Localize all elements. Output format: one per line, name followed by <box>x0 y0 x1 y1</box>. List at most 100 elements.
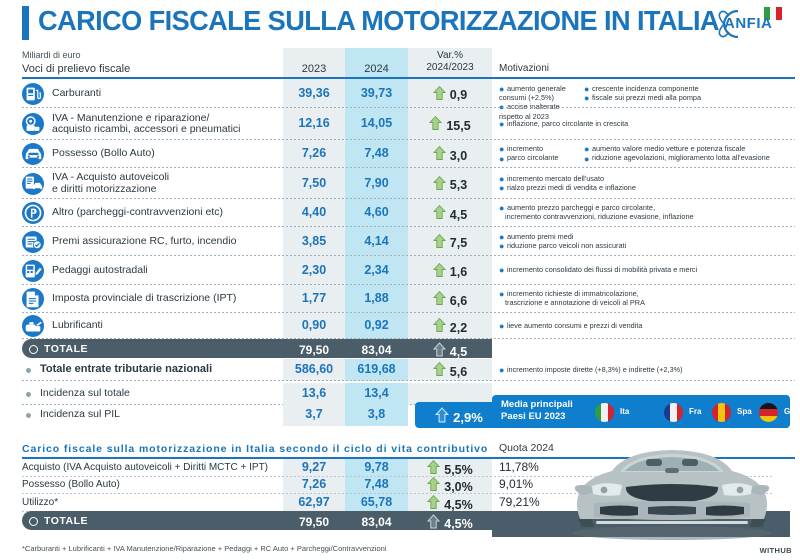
bottom-total-bullet-ring <box>29 517 38 526</box>
italy-flag-icon <box>764 7 782 20</box>
bottom-col-var-bg <box>408 459 492 511</box>
row-variation-value: 6,6 <box>449 293 468 308</box>
bullet-dot <box>26 367 31 373</box>
row-label: Lubrificanti <box>52 319 103 331</box>
row-separator <box>22 404 492 405</box>
row-motivazioni-left: ●aumento generale consumi (+2,5%)●accise… <box>499 83 566 121</box>
france-flag-icon <box>664 403 683 422</box>
total-2023: 79,50 <box>298 343 330 357</box>
parking-icon <box>22 202 44 224</box>
bottom-value-2024: 7,48 <box>364 477 389 491</box>
title-accent-bar <box>22 6 29 40</box>
bottom-row-separator <box>22 476 772 477</box>
extra-col-var-bg <box>408 383 492 405</box>
bottom-row-label: Possesso (Bollo Auto) <box>22 479 120 490</box>
bottom-value-2024: 65,78 <box>360 495 393 509</box>
gear-repair-icon <box>22 113 44 135</box>
page-header: CARICO FISCALE SULLA MOTORIZZAZIONE IN I… <box>0 0 800 48</box>
row-value-2024: 7,48 <box>364 146 389 160</box>
row-variation: 5,3 <box>408 175 492 196</box>
row-value-2023: 1,77 <box>301 291 327 305</box>
row-value-2024: 7,90 <box>364 175 389 190</box>
col-header-2024: 2024 <box>364 63 389 75</box>
total-var: 4,5 <box>408 342 492 362</box>
row-motivazioni: ● aumento prezzo parcheggi e parco circol… <box>499 203 694 222</box>
row-separator <box>22 338 795 339</box>
fuel-pump-icon <box>22 82 44 105</box>
row-separator <box>22 107 795 108</box>
total-2024: 83,04 <box>361 343 392 357</box>
bottom-total-var: 4,5% <box>408 514 492 534</box>
bullet-dot <box>26 391 31 397</box>
row-separator <box>22 139 795 140</box>
arrow-up-icon <box>432 290 446 311</box>
arrow-up-icon <box>432 317 446 338</box>
total-label: TOTALE <box>44 343 89 355</box>
row-label: Pedaggi autostradali <box>52 263 148 276</box>
car-purchase-icon <box>22 172 44 195</box>
extra-row-label: Totale entrate tributarie nazionali <box>40 363 213 375</box>
row-value-2023: 0,90 <box>301 318 327 332</box>
arrow-up-icon <box>432 262 446 283</box>
bottom-total-row-bg <box>22 511 492 530</box>
bottom-value-2023: 9,27 <box>301 460 327 474</box>
row-value-2024: 2,34 <box>364 262 389 277</box>
bottom-row-variation-value: 5,5% <box>444 462 473 477</box>
bottom-row-quota: 79,21% <box>499 495 540 509</box>
row-separator <box>22 284 795 285</box>
row-separator <box>22 198 795 199</box>
header-underline <box>22 77 795 79</box>
total-row-bg <box>22 339 492 358</box>
insurance-icon <box>22 230 44 253</box>
row-value-2024: 1,88 <box>364 291 389 305</box>
arrow-up-icon <box>435 407 450 428</box>
bottom-row-variation: 3,0% <box>408 476 492 497</box>
bottom-row-variation: 5,5% <box>408 459 492 480</box>
row-value-2024: 0,92 <box>364 318 389 332</box>
document-icon <box>22 288 44 310</box>
bottom-row-variation-value: 3,0% <box>444 479 473 494</box>
row-variation-value: 15,5 <box>446 118 471 133</box>
extra-value-2024: 619,68 <box>357 362 396 376</box>
row-variation-value: 7,5 <box>449 236 468 250</box>
arrow-up-icon <box>432 342 446 362</box>
car-front-icon <box>22 143 44 165</box>
extra-row-variation-value: 5,6 <box>449 364 468 379</box>
row-variation: 1,6 <box>408 262 492 283</box>
row-motivazioni: ● incremento richieste di immatricolazion… <box>499 289 645 308</box>
row-separator <box>22 226 795 227</box>
eu-banner-title-line2: Paesi EU 2023 <box>501 411 566 422</box>
row-label: IVA - Manutenzione e riparazione/acquist… <box>52 111 241 135</box>
bottom-col-2023-bg <box>283 459 345 511</box>
row-variation: 4,5 <box>408 204 492 225</box>
row-variation-value: 4,5 <box>449 207 468 222</box>
arrow-up-icon <box>432 361 446 382</box>
extra-col-2024-bg <box>345 383 408 405</box>
car-front-illustration <box>572 450 772 540</box>
extra-col-2024-bg <box>345 404 408 426</box>
extra-col-2023-bg <box>283 383 345 405</box>
credit-withub: WITHUB <box>759 546 792 555</box>
extra-col-2023-bg <box>283 404 345 426</box>
unit-label: Miliardi di euro <box>22 50 81 60</box>
bottom-value-2023: 62,97 <box>298 495 330 509</box>
bottom-row-variation-value: 4,5% <box>444 497 473 512</box>
toll-icon <box>22 259 44 282</box>
arrow-up-icon <box>432 85 446 106</box>
col-2023-header-bg <box>283 48 345 77</box>
row-value-2024: 4,14 <box>364 233 389 248</box>
arrow-up-icon <box>432 175 446 196</box>
row-label: Premi assicurazione RC, furto, incendio <box>52 234 237 247</box>
arrow-up-icon <box>432 204 446 225</box>
row-value-2024: 39,73 <box>360 85 393 100</box>
bottom-col-2024-bg <box>345 459 408 511</box>
row-value-2023: 2,30 <box>301 262 327 277</box>
total-var-value: 4,5 <box>449 345 468 359</box>
eu-banner-title: Media principali Paesi EU 2023 <box>501 399 573 423</box>
row-value-2023: 4,40 <box>301 205 327 219</box>
col-header-motivazioni: Motivazioni <box>499 63 550 74</box>
eu-banner-right <box>492 395 790 428</box>
extra-value-2024: 3,8 <box>367 407 386 421</box>
germany-flag-icon <box>759 403 778 422</box>
row-motivazioni: ● incremento mercato dell'usato ● rialzo pr… <box>499 173 636 194</box>
